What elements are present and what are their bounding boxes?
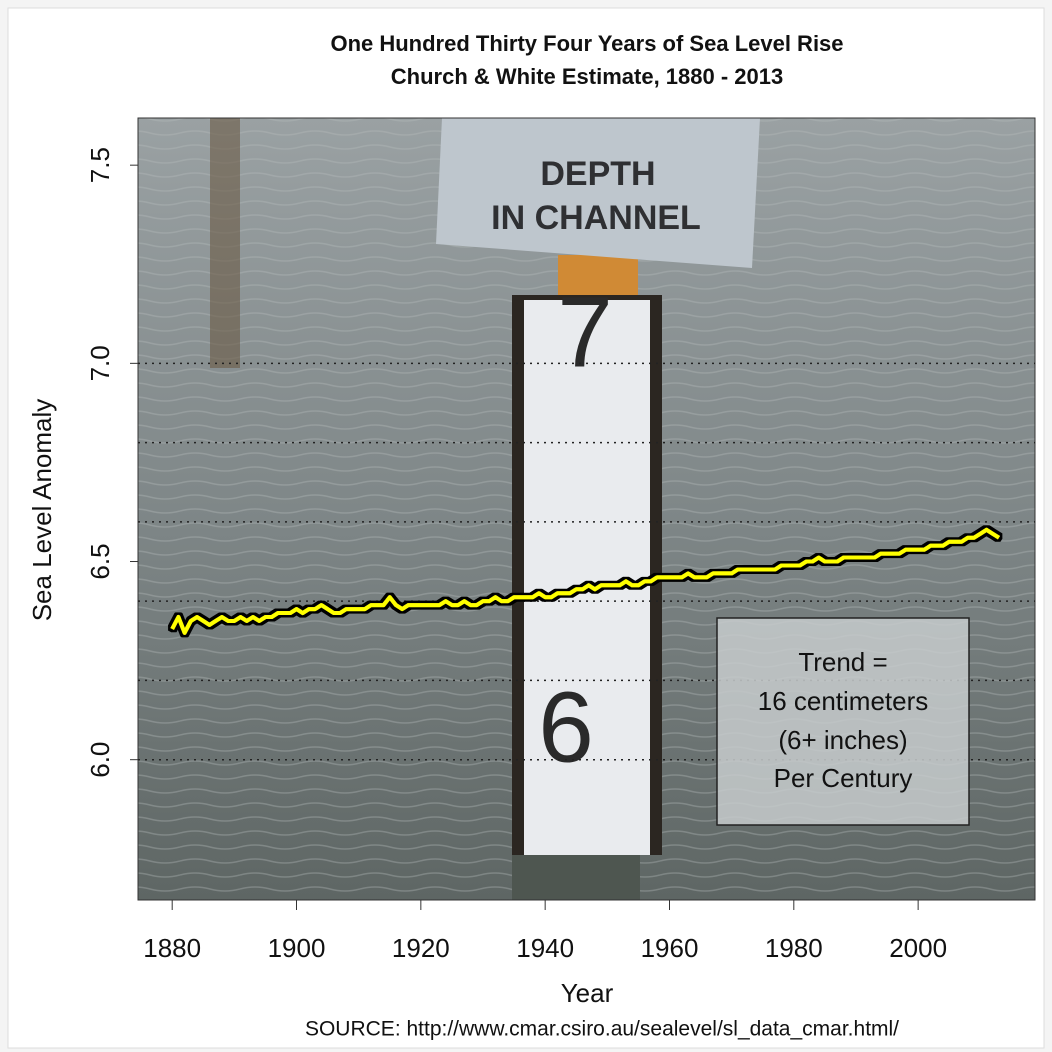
x-tick-label: 1880 <box>143 933 201 963</box>
y-tick-label: 6.0 <box>85 742 115 778</box>
annotation-box: Trend = 16 centimeters (6+ inches) Per C… <box>716 617 970 826</box>
photo-text: 7 <box>557 276 613 388</box>
x-tick-label: 1960 <box>641 933 699 963</box>
annotation-text: Per Century <box>774 763 913 793</box>
y-axis-label: Sea Level Anomaly <box>27 399 57 622</box>
photo-text: IN CHANNEL <box>491 199 701 237</box>
x-tick-label: 1940 <box>516 933 574 963</box>
photo-text: 6 <box>538 671 594 783</box>
source-note: SOURCE: http://www.cmar.csiro.au/sealeve… <box>305 1018 899 1041</box>
plot-frame <box>137 117 1036 901</box>
x-tick-label: 1980 <box>765 933 823 963</box>
chart-title: One Hundred Thirty Four Years of Sea Lev… <box>330 31 843 56</box>
annotation-text: Trend = <box>798 647 887 677</box>
annotation-text: (6+ inches) <box>778 725 907 755</box>
annotation-text: 16 centimeters <box>758 686 929 716</box>
y-tick-label: 7.5 <box>85 147 115 183</box>
x-tick-label: 2000 <box>889 933 947 963</box>
x-tick-label: 1900 <box>268 933 326 963</box>
chart-subtitle: Church & White Estimate, 1880 - 2013 <box>391 64 783 89</box>
series-line <box>170 527 1001 635</box>
x-axis-label: Year <box>561 978 614 1008</box>
y-tick-label: 7.0 <box>85 345 115 381</box>
y-tick-label: 6.5 <box>85 543 115 579</box>
x-tick-label: 1920 <box>392 933 450 963</box>
photo-text: DEPTH <box>540 155 655 193</box>
